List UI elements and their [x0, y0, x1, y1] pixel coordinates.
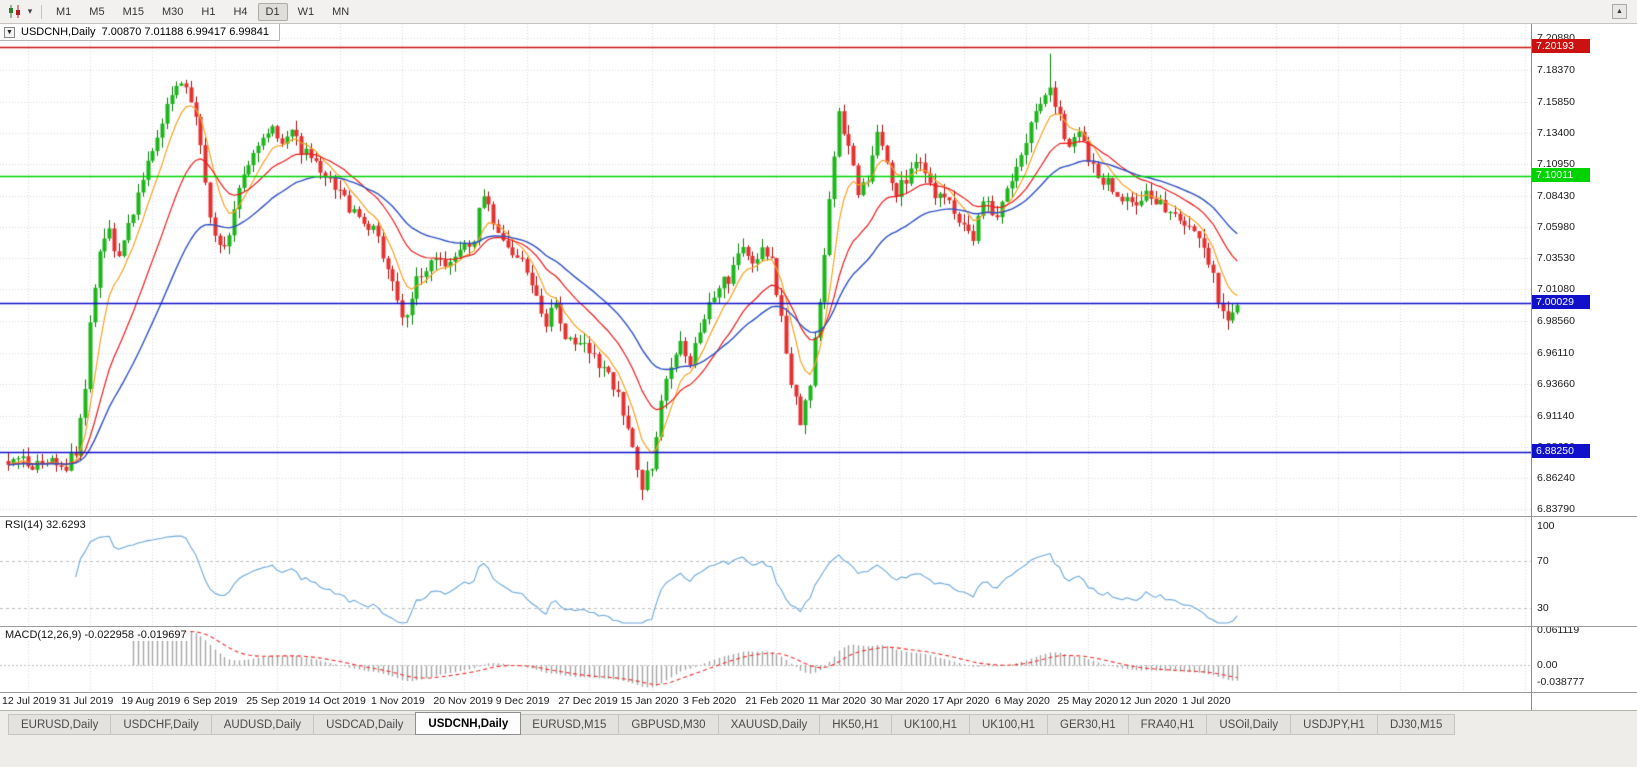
- macd-label: MACD(12,26,9) -0.022958 -0.019697: [3, 629, 189, 641]
- tab-gbpusd-m30[interactable]: GBPUSD,M30: [619, 714, 719, 735]
- chart-ohlc-values: 7.00870 7.01188 6.99417 6.99841: [101, 26, 269, 38]
- tab-usdchf-daily[interactable]: USDCHF,Daily: [111, 714, 212, 735]
- price-axis-label: 6.93660: [1537, 377, 1575, 390]
- timeframe-group: M1 M5 M15 M30 H1 H4 D1 W1 MN: [47, 2, 358, 21]
- timeframe-button-w1[interactable]: W1: [297, 5, 315, 18]
- candlestick-glyph: [9, 5, 20, 18]
- date-axis-label: 31 Jul 2019: [59, 695, 114, 707]
- collapse-chart-icon[interactable]: ▼: [4, 26, 15, 38]
- tab-usdcnh-daily[interactable]: USDCNH,Daily: [415, 712, 522, 735]
- macd-axis-label: 0.00: [1537, 659, 1558, 672]
- price-line-tag: 7.00029: [1532, 294, 1590, 309]
- date-axis-label: 30 Mar 2020: [870, 695, 930, 707]
- chart-area: ▼ USDCNH,Daily 7.00870 7.01188 6.99417 6…: [0, 24, 1637, 710]
- tab-dj30-m15[interactable]: DJ30,M15: [1377, 714, 1456, 735]
- timeframe-button-m15[interactable]: M15: [122, 5, 144, 18]
- date-axis-label: 11 Mar 2020: [807, 695, 866, 707]
- tab-fra40-h1[interactable]: FRA40,H1: [1128, 714, 1208, 735]
- price-axis-label: 7.08430: [1537, 190, 1575, 203]
- macd-indicator-chart[interactable]: [0, 626, 1531, 692]
- tab-xauusd-daily[interactable]: XAUUSD,Daily: [718, 714, 821, 735]
- chart-title-box: ▼ USDCNH,Daily 7.00870 7.01188 6.99417 6…: [0, 24, 280, 41]
- price-axis-label: 7.18370: [1537, 63, 1575, 76]
- price-axis-label: 7.10950: [1537, 158, 1575, 171]
- price-axis-label: 7.01080: [1537, 283, 1575, 296]
- timeframe-button-h4[interactable]: H4: [233, 5, 248, 18]
- tab-audusd-daily[interactable]: AUDUSD,Daily: [211, 714, 315, 735]
- date-axis-label: 3 Feb 2020: [683, 695, 737, 707]
- tab-usoil-daily[interactable]: USOil,Daily: [1207, 714, 1292, 735]
- timeframe-button-m5[interactable]: M5: [89, 5, 105, 18]
- date-axis-label: 15 Jan 2020: [620, 695, 679, 707]
- panel-splitter-macd[interactable]: [0, 626, 1637, 627]
- price-axis-label: 6.83790: [1537, 503, 1575, 515]
- chart-symbol-period: USDCNH,Daily: [21, 26, 96, 38]
- rsi-axis-label: 30: [1537, 602, 1549, 614]
- date-axis-label: 1 Nov 2019: [371, 695, 425, 707]
- tab-usdjpy-h1[interactable]: USDJPY,H1: [1291, 714, 1378, 735]
- timeframe-button-m1[interactable]: M1: [56, 5, 72, 18]
- price-axis-label: 7.05980: [1537, 221, 1575, 234]
- timeframe-button-h1[interactable]: H1: [201, 5, 216, 18]
- price-axis-label: 6.98560: [1537, 315, 1575, 328]
- date-axis-separator: [0, 692, 1637, 693]
- date-axis-label: 25 Sep 2019: [246, 695, 306, 707]
- date-axis-label: 1 Jul 2020: [1182, 695, 1231, 707]
- date-axis-label: 14 Oct 2019: [308, 695, 366, 707]
- date-axis-label: 6 May 2020: [995, 695, 1050, 707]
- date-axis-label: 9 Dec 2019: [495, 695, 550, 707]
- rsi-label: RSI(14) 32.6293: [3, 519, 88, 531]
- price-axis-label: 6.91140: [1537, 409, 1575, 422]
- tab-hk50-h1[interactable]: HK50,H1: [820, 714, 892, 735]
- macd-axis-label: 0.061119: [1537, 624, 1580, 636]
- price-axis-label: 7.15850: [1537, 95, 1575, 108]
- date-axis-label: 20 Nov 2019: [433, 695, 493, 707]
- price-axis[interactable]: [1531, 24, 1637, 710]
- tab-usdcad-daily[interactable]: USDCAD,Daily: [314, 714, 417, 735]
- panel-splitter-rsi[interactable]: [0, 516, 1637, 517]
- date-axis-label: 27 Dec 2019: [558, 695, 618, 707]
- date-axis-label: 6 Sep 2019: [183, 695, 238, 707]
- toolbar-separator: [41, 4, 42, 19]
- price-axis-label: 6.86240: [1537, 471, 1575, 484]
- date-axis-label: 17 Apr 2020: [932, 695, 990, 707]
- chart-tabs: EURUSD,Daily USDCHF,Daily AUDUSD,Daily USDC…: [0, 711, 1637, 735]
- price-axis-label: 6.96110: [1537, 346, 1575, 359]
- timeframe-button-mn[interactable]: MN: [332, 5, 350, 18]
- chart-type-icon[interactable]: [6, 3, 24, 21]
- tab-uk100-h1[interactable]: UK100,H1: [891, 714, 970, 735]
- macd-axis-label: -0.038777: [1537, 676, 1585, 688]
- timeframe-button-m30[interactable]: M30: [161, 5, 184, 18]
- rsi-axis-label: 70: [1537, 555, 1549, 568]
- date-axis-label: 25 May 2020: [1057, 695, 1119, 707]
- date-axis-label: 21 Feb 2020: [745, 695, 805, 707]
- triangle-up-icon: ▲: [1616, 8, 1623, 15]
- tab-uk100-h1[interactable]: UK100,H1: [969, 714, 1049, 735]
- date-axis-label: 12 Jun 2020: [1119, 695, 1178, 707]
- chart-tab-bar: EURUSD,Daily USDCHF,Daily AUDUSD,Daily USDC…: [0, 710, 1637, 767]
- date-axis-label: 19 Aug 2019: [121, 695, 181, 707]
- tab-eurusd-daily[interactable]: EURUSD,Daily: [8, 714, 112, 735]
- toolbar: ▾ M1 M5 M15 M30 H1 H4 D1 W1 MN ▲: [0, 0, 1637, 24]
- tab-ger30-h1[interactable]: GER30,H1: [1048, 714, 1129, 735]
- price-line-tag: 6.88250: [1532, 444, 1590, 459]
- price-line-tag: 7.20193: [1532, 38, 1590, 53]
- price-axis-label: 7.03530: [1537, 252, 1575, 265]
- date-axis-label: 12 Jul 2019: [2, 695, 57, 707]
- main-price-chart[interactable]: [0, 24, 1531, 516]
- price-axis-label: 7.13400: [1537, 126, 1575, 139]
- toolbar-scroll-up-button[interactable]: ▲: [1612, 4, 1627, 19]
- timeframe-button-d1[interactable]: D1: [257, 2, 288, 21]
- tab-eurusd-m15[interactable]: EURUSD,M15: [520, 714, 620, 735]
- chart-type-dropdown-icon[interactable]: ▾: [27, 6, 33, 16]
- price-line-tag: 7.10011: [1532, 168, 1590, 183]
- rsi-indicator-chart[interactable]: [0, 516, 1531, 626]
- rsi-axis-label: 100: [1537, 520, 1555, 532]
